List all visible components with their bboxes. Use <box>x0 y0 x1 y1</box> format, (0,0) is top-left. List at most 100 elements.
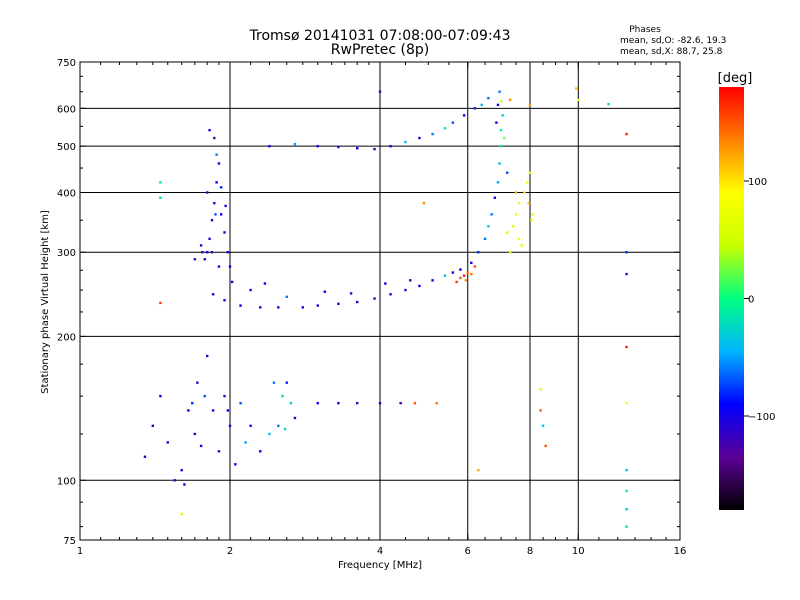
data-point <box>211 293 215 296</box>
data-point <box>355 300 359 304</box>
data-point <box>239 304 242 307</box>
data-point <box>226 409 230 412</box>
data-point <box>625 489 628 493</box>
data-point <box>378 401 382 405</box>
data-point <box>577 98 580 102</box>
data-point <box>151 424 155 428</box>
data-point <box>505 231 509 234</box>
x-tick-label: 8 <box>527 546 533 557</box>
data-point <box>389 293 392 296</box>
data-point <box>226 251 230 254</box>
y-tick-label: 750 <box>57 58 76 69</box>
y-tick-label: 200 <box>57 332 76 343</box>
data-point <box>499 100 503 103</box>
data-point <box>215 153 218 156</box>
data-point <box>422 201 426 205</box>
data-point <box>435 401 438 405</box>
data-point <box>625 345 628 349</box>
data-point <box>384 282 387 285</box>
data-point <box>230 280 234 284</box>
x-tick-label: 16 <box>674 546 687 557</box>
data-point <box>455 280 458 284</box>
chart-title: Tromsø 20141031 07:08:00-07:09:43 <box>249 28 511 44</box>
data-point <box>337 145 340 149</box>
data-point <box>349 292 353 295</box>
data-point <box>173 479 177 482</box>
chart-subtitle: RwPretec (8p) <box>331 42 429 58</box>
data-point <box>464 279 468 282</box>
data-point <box>539 409 542 412</box>
data-point <box>277 424 280 428</box>
data-point <box>285 295 288 299</box>
data-point <box>199 244 203 247</box>
data-point <box>159 196 162 199</box>
data-point <box>517 201 521 205</box>
data-point <box>544 444 547 448</box>
data-point <box>473 107 477 110</box>
data-point <box>508 98 512 102</box>
data-point <box>234 463 237 466</box>
data-point <box>277 306 280 309</box>
data-point <box>404 140 407 144</box>
data-point <box>514 213 518 216</box>
data-point <box>180 468 183 472</box>
data-point <box>224 204 227 208</box>
data-point <box>337 302 340 305</box>
data-point <box>431 279 434 282</box>
x-tick-label: 4 <box>377 546 383 557</box>
data-point <box>268 432 271 436</box>
data-point <box>191 401 194 405</box>
data-point <box>496 103 500 107</box>
colorbar-ticks: 100 0 −100 <box>744 177 775 423</box>
x-tick-label: 6 <box>465 546 471 557</box>
data-point <box>214 213 217 216</box>
colorbar-tick-label: 100 <box>748 177 767 188</box>
data-point <box>451 121 455 124</box>
data-point <box>498 162 501 165</box>
data-point <box>528 103 532 107</box>
data-point <box>223 231 226 234</box>
data-point <box>143 455 147 458</box>
data-point <box>499 144 503 148</box>
data-point <box>219 213 223 216</box>
data-point <box>418 136 421 140</box>
data-point <box>487 225 490 228</box>
data-point <box>505 171 509 174</box>
data-point <box>316 304 319 307</box>
data-point <box>223 394 226 398</box>
data-point <box>213 136 216 140</box>
data-point <box>462 274 466 277</box>
stats-title: Phases <box>629 25 661 35</box>
y-tick-label: 600 <box>57 104 76 115</box>
data-point <box>508 251 512 254</box>
data-point <box>210 219 214 222</box>
colorbar-tick-label: −100 <box>748 412 775 423</box>
data-point <box>259 306 262 309</box>
data-point <box>541 424 545 428</box>
data-point <box>337 401 340 405</box>
data-point <box>285 381 288 384</box>
data-point <box>268 144 271 148</box>
data-point <box>196 381 199 384</box>
x-axis-label: Frequency [MHz] <box>338 560 422 571</box>
data-point <box>470 261 473 265</box>
data-point <box>523 191 526 194</box>
data-point <box>539 388 542 391</box>
data-point <box>495 121 498 124</box>
data-point <box>389 144 392 148</box>
data-point <box>355 401 359 405</box>
y-axis-label: Stationary phase Virtual Height [km] <box>40 210 51 394</box>
data-point <box>459 276 462 280</box>
x-tick-label: 10 <box>572 546 585 557</box>
data-point <box>490 213 493 216</box>
data-point <box>477 251 480 254</box>
data-point <box>228 424 232 428</box>
data-point <box>211 409 215 412</box>
data-point <box>498 90 501 93</box>
data-point <box>528 171 532 174</box>
data-point <box>451 271 455 274</box>
data-point <box>625 132 628 136</box>
x-tick-label: 2 <box>227 546 233 557</box>
stats-o-line: mean, sd,O: -82.6, 19.3 <box>620 36 726 46</box>
